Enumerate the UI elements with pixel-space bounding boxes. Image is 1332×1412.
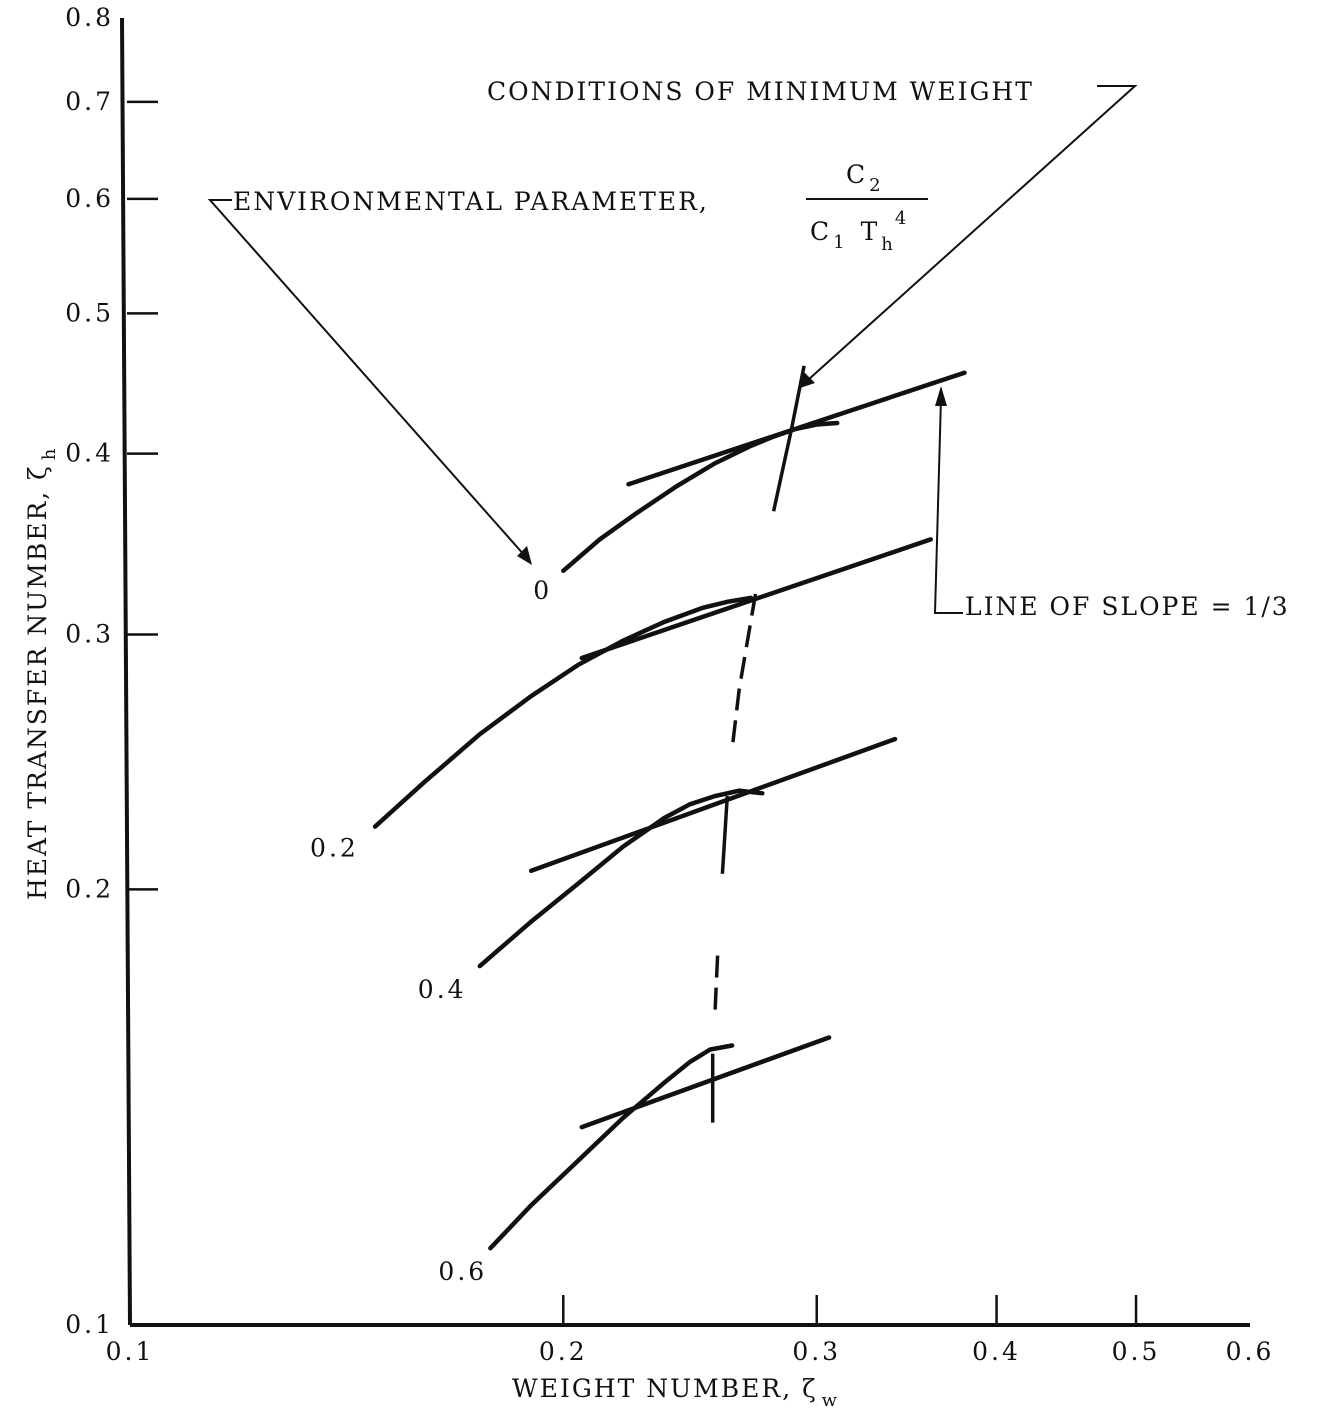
slope-line-2 xyxy=(528,736,898,874)
slope-line-3 xyxy=(579,1035,832,1130)
conditions-leader xyxy=(807,85,1138,381)
y-tick-label: 0.3 xyxy=(65,619,114,648)
series-layer xyxy=(372,420,840,1251)
y-tick-label: 0.5 xyxy=(65,298,114,327)
curve-label: 0 xyxy=(533,576,552,605)
conditions-arrowhead xyxy=(800,372,815,388)
y-tick-label: 0.4 xyxy=(65,439,114,468)
slope-annotation: LINE OF SLOPE = 1/3 xyxy=(965,592,1290,621)
x-tick-label: 0.6 xyxy=(1226,1337,1275,1366)
min-weight-locus-segment xyxy=(730,593,758,750)
x-tick-label: 0.4 xyxy=(972,1337,1021,1366)
series-curve-0.2 xyxy=(372,595,754,829)
min-weight-locus-segment xyxy=(713,955,720,1011)
y-tick-label: 0.8 xyxy=(65,3,114,32)
environmental-parameter-annotation: ENVIRONMENTAL PARAMETER, xyxy=(233,187,709,216)
curve-label: 0.6 xyxy=(438,1257,487,1286)
axis-ticks: 0.1 0.2 0.3 0.4 0.5 0.6 0.1 0.2 0.3 0.4 0.5 0.6 0.7 0… xyxy=(65,3,1275,1366)
min-weight-locus-segment xyxy=(771,365,806,512)
slope-lines-layer xyxy=(528,370,967,1130)
series-curve-0.4 xyxy=(477,788,765,969)
slope-line-0 xyxy=(626,370,967,487)
axes xyxy=(120,17,1250,1327)
x-tick-label: 0.5 xyxy=(1112,1337,1161,1366)
x-tick-label: 0.2 xyxy=(539,1337,588,1366)
curve-labels-layer: 0 0.2 0.4 0.6 xyxy=(310,576,552,1286)
curve-label: 0.4 xyxy=(418,975,467,1004)
slope-arrowhead xyxy=(935,386,947,406)
x-tick-label: 0.1 xyxy=(106,1337,155,1366)
curve-label: 0.2 xyxy=(310,834,359,863)
min-weight-locus-layer xyxy=(710,365,806,1123)
y-axis-line xyxy=(120,17,132,1326)
env-param-leader xyxy=(207,199,526,557)
series-curve-0 xyxy=(561,420,840,574)
series-curve-0.6 xyxy=(488,1043,735,1251)
y-tick-label: 0.1 xyxy=(65,1310,114,1339)
y-tick-label: 0.2 xyxy=(65,874,114,903)
y-axis-title: HEAT TRANSFER NUMBER, ζh xyxy=(23,447,60,900)
env-param-arrowhead xyxy=(517,546,532,565)
slope-leader xyxy=(933,397,963,614)
min-weight-locus-segment xyxy=(720,795,730,874)
y-tick-label: 0.7 xyxy=(65,87,114,116)
x-tick-label: 0.3 xyxy=(792,1337,841,1366)
conditions-annotation: CONDITIONS OF MINIMUM WEIGHT xyxy=(487,77,1034,106)
y-tick-label: 0.6 xyxy=(65,184,114,213)
